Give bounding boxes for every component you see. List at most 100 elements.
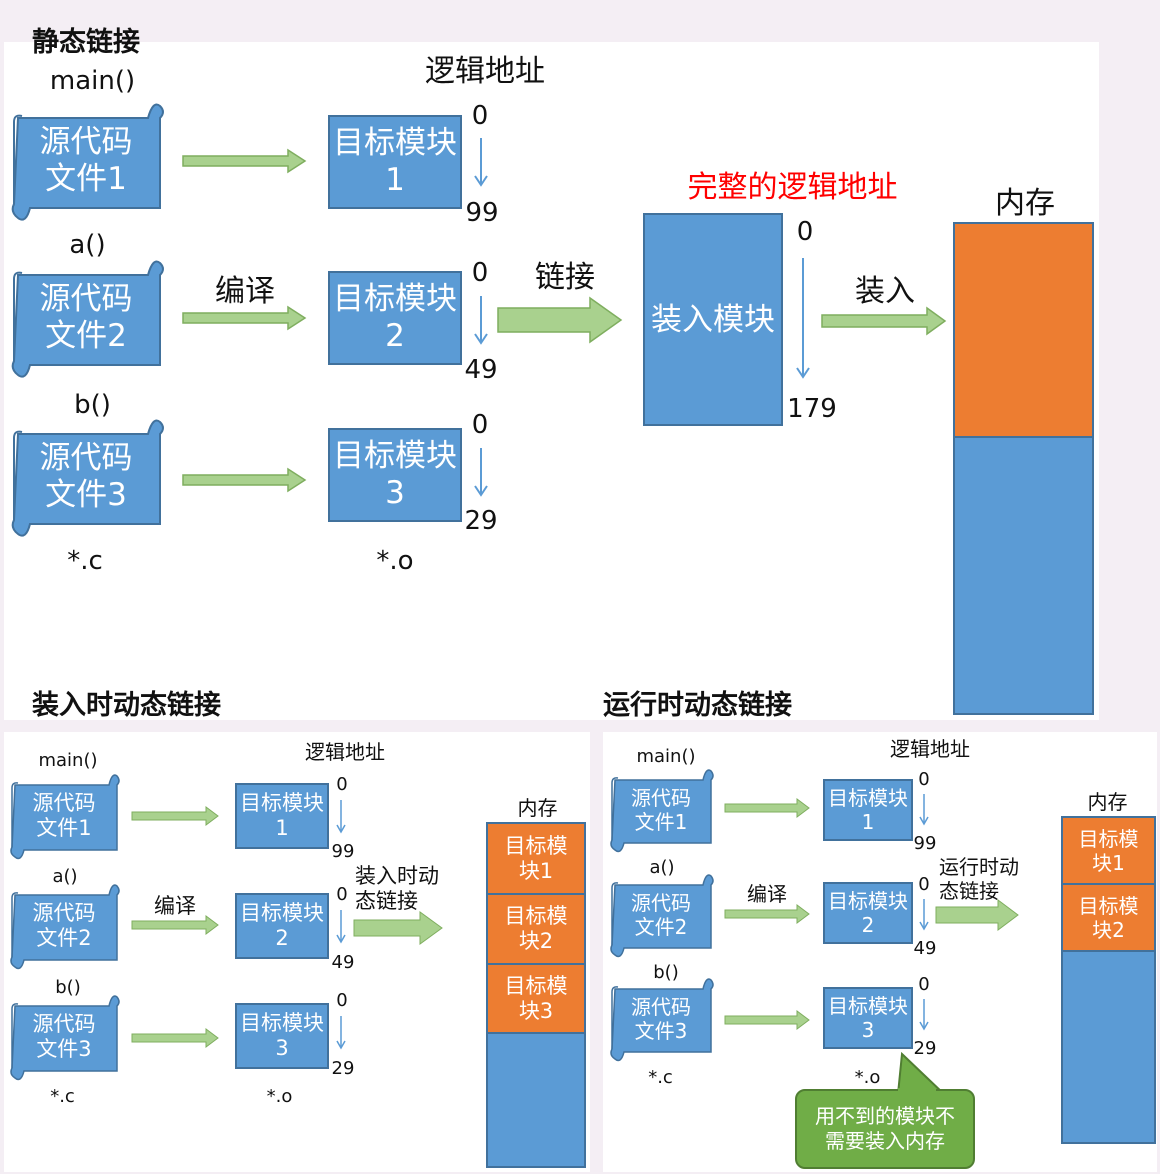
compile-label: 编译	[215, 274, 275, 309]
lt-range-end-3: 29	[331, 1058, 355, 1079]
lt-range-start-3: 0	[336, 990, 348, 1011]
lt-range-arrow-2	[336, 910, 346, 944]
rt-object-module-2: 目标模块2	[823, 882, 913, 944]
rt-range-start-2: 0	[918, 874, 930, 895]
lt-object-module-1: 目标模块1	[235, 783, 329, 849]
range-start-3: 0	[471, 410, 489, 440]
range-arrow-3	[474, 448, 488, 497]
load-range-arrow	[796, 258, 810, 379]
lt-source-file-3: 源代码 文件3	[8, 993, 120, 1081]
lt-source-extension-label: *.c	[50, 1086, 75, 1107]
range-end-2: 49	[464, 355, 498, 385]
lt-function-label-b: b()	[55, 977, 81, 998]
range-end-1: 99	[465, 198, 499, 228]
rt-object-module-3: 目标模块3	[823, 987, 913, 1049]
link-arrow	[497, 296, 623, 344]
range-arrow-2	[474, 296, 488, 345]
lt-range-arrow-1	[336, 800, 346, 834]
load-module: 装入模块	[643, 213, 783, 426]
rt-dynamic-link-label: 运行时动 态链接	[939, 855, 1019, 903]
rt-range-start-1: 0	[918, 769, 930, 790]
range-start-2: 0	[471, 258, 489, 288]
rt-logical-address-heading: 逻辑地址	[890, 737, 970, 761]
compile-arrow-2	[182, 305, 307, 331]
range-start-1: 0	[471, 101, 489, 131]
static-linking-panel	[4, 42, 1099, 720]
rt-dynamic-link-arrow	[935, 899, 1019, 931]
lt-range-end-1: 99	[331, 841, 355, 862]
memory-heading: 内存	[995, 186, 1055, 221]
full-logical-address-heading: 完整的逻辑地址	[687, 170, 898, 205]
logical-address-heading: 逻辑地址	[425, 54, 545, 89]
rt-source-file-3: 源代码 文件3	[608, 976, 714, 1062]
rt-range-arrow-3	[919, 999, 929, 1031]
source-file-3: 源代码 文件3	[8, 416, 164, 538]
rt-range-end-1: 99	[913, 833, 937, 854]
lt-function-label-main: main()	[38, 750, 98, 771]
lt-memory-heading: 内存	[517, 796, 558, 820]
rt-function-label-b: b()	[653, 962, 679, 983]
compile-arrow-1	[182, 148, 307, 174]
source-extension-label: *.c	[67, 546, 103, 576]
lt-object-extension-label: *.o	[266, 1086, 293, 1107]
run-time-linking-title: 运行时动态链接	[603, 690, 792, 721]
rt-function-label-main: main()	[636, 746, 696, 767]
lt-function-label-a: a()	[52, 866, 78, 887]
static-memory-loaded-block	[955, 224, 1092, 438]
lt-compile-arrow-1	[131, 806, 219, 826]
source-file-2: 源代码 文件2	[8, 257, 164, 379]
load-arrow	[821, 306, 947, 336]
rt-source-file-1: 源代码 文件1	[608, 767, 714, 853]
rt-compile-arrow-1	[724, 798, 810, 818]
function-label-b: b()	[74, 390, 111, 420]
lt-compile-arrow-3	[131, 1028, 219, 1048]
rt-memory-heading: 内存	[1087, 790, 1128, 814]
rt-memory-block-2: 目标模 块2	[1063, 885, 1154, 952]
lt-object-module-2: 目标模块2	[235, 893, 329, 959]
function-label-main: main()	[49, 66, 136, 96]
object-module-1: 目标模块1	[328, 115, 462, 209]
range-end-3: 29	[464, 506, 498, 536]
lt-compile-label: 编译	[154, 894, 196, 918]
lt-memory-block-2: 目标模 块2	[488, 895, 584, 965]
load-time-linking-title: 装入时动态链接	[32, 690, 221, 721]
load-label: 装入	[855, 274, 915, 309]
rt-range-arrow-1	[919, 794, 929, 826]
lt-memory-block-3: 目标模 块3	[488, 965, 584, 1034]
static-linking-title: 静态链接	[32, 27, 140, 58]
function-label-a: a()	[69, 230, 106, 260]
callout-seam	[898, 1088, 936, 1092]
lt-object-module-3: 目标模块3	[235, 1003, 329, 1069]
unused-module-callout: 用不到的模块不 需要装入内存	[795, 1089, 975, 1169]
object-module-3: 目标模块3	[328, 428, 462, 522]
range-arrow-1	[474, 138, 488, 187]
rt-object-module-1: 目标模块1	[823, 779, 913, 841]
lt-range-start-1: 0	[336, 774, 348, 795]
lt-source-file-1: 源代码 文件1	[8, 772, 120, 860]
rt-range-arrow-2	[919, 899, 929, 931]
link-label: 链接	[535, 260, 595, 295]
rt-memory-block-1: 目标模 块1	[1063, 818, 1154, 885]
rt-compile-arrow-2	[724, 904, 810, 924]
lt-memory-column: 目标模 块1 目标模 块2 目标模 块3	[486, 822, 586, 1168]
static-memory-column	[953, 222, 1094, 715]
lt-range-start-2: 0	[336, 884, 348, 905]
rt-source-extension-label: *.c	[648, 1067, 673, 1088]
object-module-2: 目标模块2	[328, 271, 462, 365]
rt-object-extension-label: *.o	[854, 1067, 881, 1088]
load-range-end: 179	[787, 394, 837, 424]
object-extension-label: *.o	[376, 546, 414, 576]
source-file-1: 源代码 文件1	[8, 100, 164, 222]
rt-range-end-3: 29	[913, 1038, 937, 1059]
load-range-start: 0	[796, 217, 814, 247]
rt-compile-arrow-3	[724, 1010, 810, 1030]
lt-range-arrow-3	[336, 1016, 346, 1050]
rt-range-start-3: 0	[918, 974, 930, 995]
lt-memory-block-1: 目标模 块1	[488, 824, 584, 895]
rt-compile-label: 编译	[747, 882, 787, 906]
rt-source-file-2: 源代码 文件2	[608, 872, 714, 958]
rt-range-end-2: 49	[913, 938, 937, 959]
rt-function-label-a: a()	[649, 857, 675, 878]
lt-range-end-2: 49	[331, 952, 355, 973]
compile-arrow-3	[182, 467, 307, 493]
